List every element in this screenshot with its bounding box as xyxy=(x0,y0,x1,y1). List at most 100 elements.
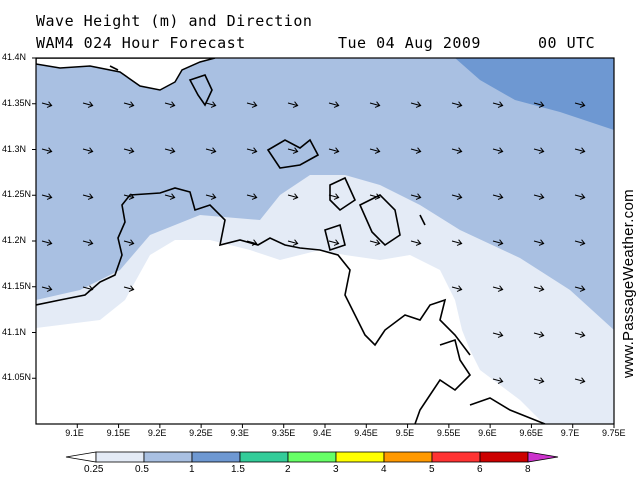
wave-arrow xyxy=(328,101,340,108)
lon-label: 9.2E xyxy=(147,428,167,438)
wave-arrow xyxy=(123,239,135,246)
coastline xyxy=(36,65,546,424)
lat-label: 41.3N xyxy=(2,143,27,154)
wave-arrow xyxy=(410,147,422,154)
wave-arrow xyxy=(328,239,340,246)
lon-label: 9.3E xyxy=(230,428,249,438)
wave-arrow xyxy=(205,101,217,108)
lon-label: 9.65E xyxy=(519,428,543,438)
legend-arrow-high xyxy=(527,451,559,463)
legend-swatch xyxy=(95,451,145,463)
wave-arrow xyxy=(410,101,422,108)
wave-arrow xyxy=(123,285,135,292)
lon-ticks xyxy=(76,424,615,428)
wave-arrow xyxy=(533,285,545,292)
lon-label: 9.45E xyxy=(354,428,378,438)
wave-arrow xyxy=(492,377,504,384)
lat-ticks xyxy=(32,57,36,379)
lon-label: 9.4E xyxy=(313,428,332,438)
wave-arrow xyxy=(205,193,217,200)
lat-label: 41.2N xyxy=(2,235,27,245)
lon-label: 9.75E xyxy=(602,428,626,438)
model-label: WAM4 024 Hour Forecast xyxy=(36,34,246,52)
wave-arrow xyxy=(246,193,258,200)
legend-swatch xyxy=(239,451,289,463)
wave-arrow xyxy=(164,101,176,108)
lat-label: 41.15N xyxy=(2,280,32,291)
lat-label: 41.1N xyxy=(2,326,27,337)
lon-label: 9.6E xyxy=(478,428,497,438)
wave-arrow xyxy=(369,239,381,246)
wave-arrow xyxy=(82,239,94,246)
wave-arrow xyxy=(533,147,545,154)
wave-arrow xyxy=(533,239,545,246)
wave-arrow xyxy=(82,193,94,200)
wave-arrow xyxy=(82,285,94,292)
wave-arrow xyxy=(492,239,504,246)
forecast-time: 00 UTC xyxy=(538,34,596,52)
wave-arrow xyxy=(205,147,217,154)
legend-swatch xyxy=(143,451,193,463)
wave-arrow xyxy=(328,147,340,154)
wave-arrow xyxy=(451,101,463,108)
wave-arrow xyxy=(451,147,463,154)
legend-label: 3 xyxy=(333,464,339,475)
wave-arrow xyxy=(574,193,586,200)
wave-arrow xyxy=(533,101,545,108)
north-land xyxy=(36,58,216,91)
wave-arrow xyxy=(41,239,53,246)
wave-arrow xyxy=(574,377,586,384)
wave-arrow xyxy=(451,239,463,246)
wave-arrow xyxy=(410,239,422,246)
lat-label: 41.05N xyxy=(2,372,32,383)
wave-arrow xyxy=(123,147,135,154)
legend-colorbar xyxy=(65,451,559,463)
legend-label: 4 xyxy=(381,464,387,475)
lon-label: 9.15E xyxy=(106,428,131,438)
wave-arrow xyxy=(574,285,586,292)
lon-label: 9.5E xyxy=(395,428,415,438)
wave-arrow xyxy=(287,101,299,108)
lon-label: 9.35E xyxy=(271,428,296,438)
forecast-date: Tue 04 Aug 2009 xyxy=(338,34,481,52)
wave-arrow xyxy=(287,193,299,200)
wave-arrow xyxy=(123,193,135,200)
legend-swatch xyxy=(335,451,385,463)
wave-arrow xyxy=(369,101,381,108)
legend-swatch xyxy=(431,451,481,463)
wave-arrow xyxy=(574,239,586,246)
wave-arrow xyxy=(369,147,381,154)
wave-arrow xyxy=(41,193,53,200)
legend-label: 1.5 xyxy=(231,464,245,475)
wave-arrow xyxy=(287,147,299,154)
lon-label: 9.25E xyxy=(189,428,213,438)
legend-label: 8 xyxy=(525,464,531,475)
legend-label: 5 xyxy=(429,464,435,475)
wave-arrow xyxy=(492,147,504,154)
legend-arrow-low xyxy=(65,451,97,463)
wave-arrow xyxy=(574,147,586,154)
wave-arrow xyxy=(246,239,258,246)
lat-label: 41.25N xyxy=(2,189,32,200)
land-area xyxy=(36,240,545,424)
watermark: www.PassageWeather.com xyxy=(620,189,637,378)
wave-arrow xyxy=(451,193,463,200)
sea-dark-zone xyxy=(455,58,614,130)
lat-label: 41.4N xyxy=(2,52,27,62)
lon-label: 9.7E xyxy=(560,428,580,438)
wave-arrow xyxy=(164,147,176,154)
wave-arrow xyxy=(533,377,545,384)
wave-arrow xyxy=(246,101,258,108)
legend-swatch xyxy=(287,451,337,463)
wave-arrow xyxy=(287,239,299,246)
legend-label: 0.5 xyxy=(135,464,149,475)
wave-arrow xyxy=(410,193,422,200)
lon-label: 9.55E xyxy=(436,428,461,438)
legend-label: 6 xyxy=(477,464,483,475)
legend-label: 1 xyxy=(189,464,195,475)
wave-arrow xyxy=(574,101,586,108)
lon-label: 9.1E xyxy=(65,428,84,438)
wave-arrow xyxy=(492,331,504,338)
wave-arrow xyxy=(41,285,53,292)
